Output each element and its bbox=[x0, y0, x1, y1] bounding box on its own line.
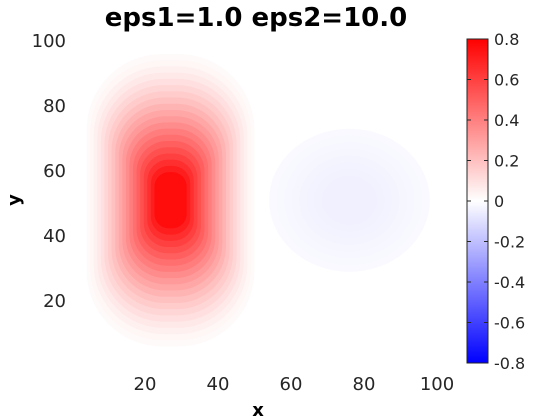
x-axis-ticks: 20 40 60 80 100 bbox=[134, 374, 455, 395]
y-tick-label: 80 bbox=[43, 96, 66, 117]
x-tick-label: 20 bbox=[134, 374, 157, 395]
colorbar-tick-label: -0.8 bbox=[494, 354, 525, 373]
colorbar-tick-label: -0.6 bbox=[494, 314, 525, 333]
colorbar: 0.8 0.6 0.4 0.2 0 -0.2 -0.4 -0.6 -0.8 bbox=[466, 30, 525, 373]
x-tick-label: 100 bbox=[420, 374, 454, 395]
y-tick-label: 20 bbox=[43, 291, 66, 312]
colorbar-tick-label: -0.2 bbox=[494, 233, 525, 252]
chart-title: eps1=1.0 eps2=10.0 bbox=[105, 3, 407, 33]
x-tick-label: 60 bbox=[280, 374, 303, 395]
y-axis-ticks: 20 40 60 80 100 bbox=[32, 31, 66, 312]
y-tick-label: 40 bbox=[43, 226, 66, 247]
colorbar-tick-label: 0.2 bbox=[494, 152, 519, 171]
x-axis-label: x bbox=[252, 400, 264, 420]
heatmap-level-negative bbox=[321, 175, 378, 225]
y-tick-label: 60 bbox=[43, 161, 66, 182]
y-tick-label: 100 bbox=[32, 31, 66, 52]
heatmap-plot-area bbox=[86, 54, 430, 347]
y-axis-label: y bbox=[4, 194, 25, 206]
colorbar-tick-label: 0 bbox=[494, 192, 504, 211]
x-tick-label: 80 bbox=[353, 374, 376, 395]
colorbar-tick-label: 0.6 bbox=[494, 71, 519, 90]
colorbar-tick-label: -0.4 bbox=[494, 273, 525, 292]
heatmap-level-positive bbox=[154, 172, 187, 229]
colorbar-tick-label: 0.8 bbox=[494, 30, 519, 49]
x-tick-label: 40 bbox=[207, 374, 230, 395]
colorbar-tick-label: 0.4 bbox=[494, 111, 519, 130]
